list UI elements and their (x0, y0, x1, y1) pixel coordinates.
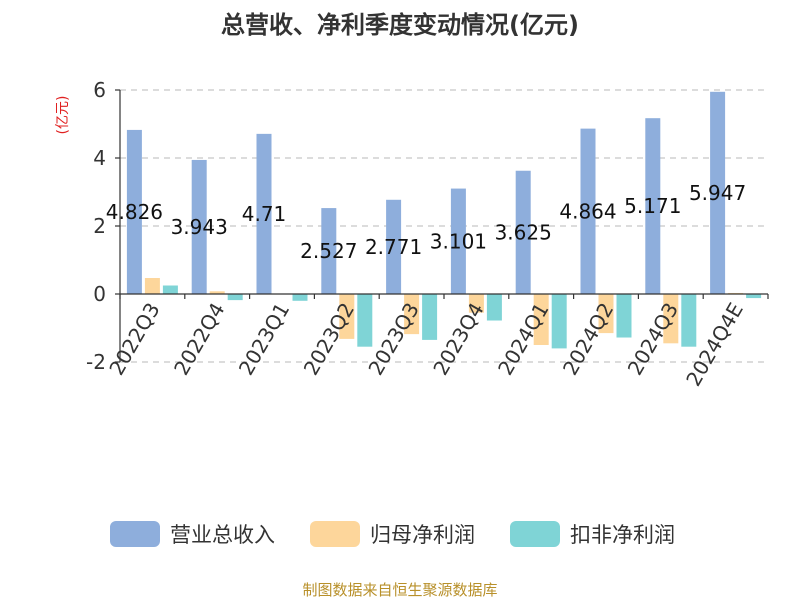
legend-swatch (510, 521, 560, 547)
bar-net-profit (533, 294, 549, 345)
y-tick-label: -2 (86, 350, 106, 374)
x-tick-label: 2023Q1 (234, 299, 294, 380)
chart-title: 总营收、净利季度变动情况(亿元) (221, 11, 579, 39)
bar-deducted-net-profit (162, 285, 178, 294)
data-label: 5.171 (624, 194, 681, 218)
legend-label: 归母净利润 (370, 523, 475, 547)
bar-deducted-net-profit (616, 294, 632, 338)
data-label: 4.71 (242, 202, 287, 226)
bar-net-profit (468, 294, 484, 313)
bar-net-profit (663, 294, 679, 344)
y-axis-ticks: -2 0 2 4 6 (86, 78, 120, 374)
legend: 营业总收入 归母净利润 扣非净利润 (110, 521, 675, 547)
y-tick-label: 4 (93, 146, 106, 170)
source-note: 制图数据来自恒生聚源数据库 (302, 581, 497, 599)
bar-deducted-net-profit (422, 294, 438, 340)
y-tick-label: 6 (93, 78, 106, 102)
data-label: 3.943 (171, 215, 228, 239)
bar-revenue (126, 129, 142, 294)
data-label: 4.826 (106, 200, 163, 224)
data-label: 5.947 (689, 181, 746, 205)
bar-revenue (321, 208, 337, 294)
bar-deducted-net-profit (746, 294, 762, 299)
bar-revenue (256, 133, 272, 294)
legend-item[interactable]: 扣非净利润 (510, 521, 675, 547)
bar-revenue (645, 118, 661, 294)
legend-swatch (110, 521, 160, 547)
bar-deducted-net-profit (357, 294, 373, 347)
data-label: 2.527 (300, 239, 357, 263)
bar-revenue (386, 199, 402, 294)
bar-net-profit (339, 294, 355, 339)
bar-deducted-net-profit (551, 294, 567, 349)
bar-revenue (191, 159, 207, 294)
bar-revenue (450, 188, 466, 294)
bar-deducted-net-profit (227, 294, 243, 301)
legend-swatch (310, 521, 360, 547)
bar-net-profit (144, 278, 160, 294)
bars (126, 91, 762, 349)
bar-deducted-net-profit (486, 294, 502, 321)
x-tick-label: 2023Q3 (363, 299, 423, 380)
data-labels: 4.826 3.943 4.71 2.527 2.771 3.101 3.625 4.864 5… (106, 181, 746, 263)
bar-deducted-net-profit (681, 294, 697, 347)
x-tick-label: 2022Q4 (169, 299, 229, 380)
x-tick-label: 2022Q3 (104, 299, 164, 380)
bar-net-profit (209, 291, 225, 294)
bar-net-profit (404, 294, 420, 335)
x-tick-label: 2024Q2 (558, 299, 618, 380)
legend-item[interactable]: 归母净利润 (310, 521, 475, 547)
bar-revenue (515, 170, 531, 294)
y-tick-label: 0 (93, 282, 106, 306)
data-label: 4.864 (559, 199, 616, 223)
data-label: 2.771 (365, 235, 422, 259)
legend-label: 扣非净利润 (570, 523, 675, 547)
bar-revenue (580, 128, 596, 294)
bar-deducted-net-profit (292, 294, 308, 301)
x-tick-label: 2023Q4 (428, 299, 488, 380)
y-unit-label: (亿元) (55, 96, 71, 135)
y-tick-label: 2 (93, 214, 106, 238)
bar-revenue (710, 91, 726, 294)
legend-item[interactable]: 营业总收入 (110, 521, 275, 547)
data-label: 3.101 (430, 229, 487, 253)
data-label: 3.625 (495, 220, 552, 244)
legend-label: 营业总收入 (170, 523, 275, 547)
bar-net-profit (598, 294, 614, 334)
